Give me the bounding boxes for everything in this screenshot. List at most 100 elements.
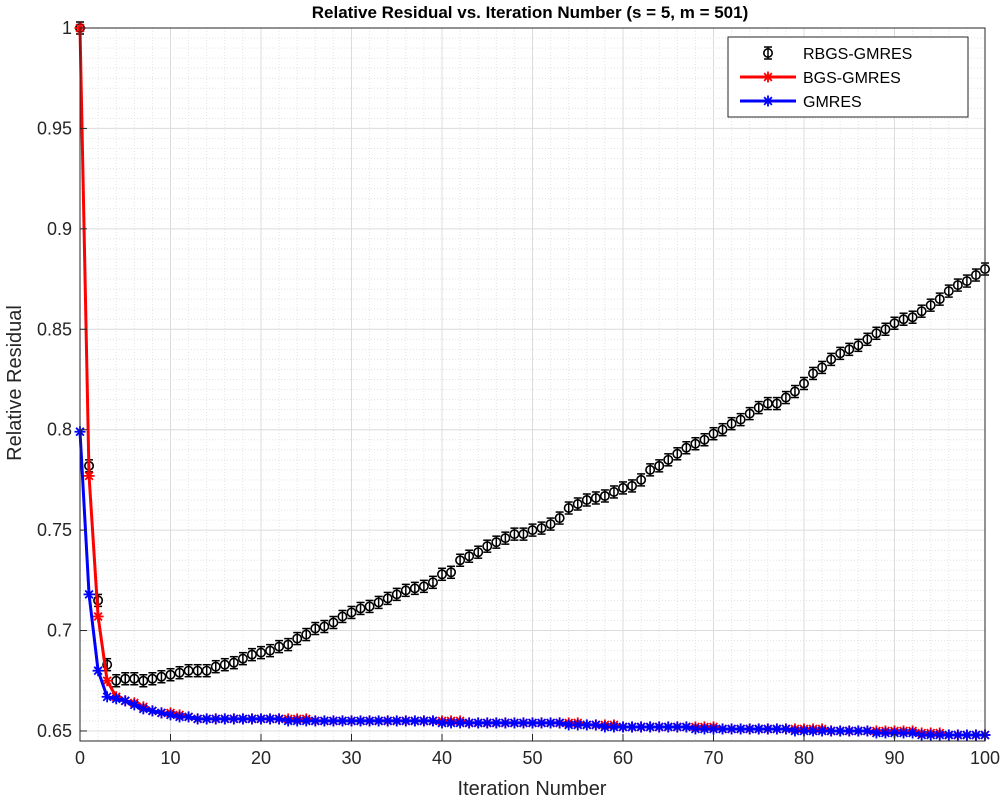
data-point-gmres: [934, 729, 946, 741]
y-tick-label: 0.75: [37, 520, 72, 540]
data-point-gmres: [137, 703, 149, 715]
legend-entry-gmres: GMRES: [740, 94, 862, 111]
data-point-gmres: [590, 719, 602, 731]
y-tick-label: 0.8: [47, 420, 72, 440]
data-point-rbgs-gmres: [835, 346, 846, 361]
legend-entry-bgs-gmres: BGS-GMRES: [740, 70, 901, 87]
data-point-gmres: [780, 723, 792, 735]
data-point-rbgs-gmres: [880, 322, 891, 337]
data-point-rbgs-gmres: [473, 545, 484, 559]
data-point-rbgs-gmres: [301, 627, 312, 642]
chart-title: Relative Residual vs. Iteration Number (…: [312, 3, 749, 22]
y-tick-label: 0.9: [47, 219, 72, 239]
data-point-gmres: [282, 715, 294, 727]
data-point-rbgs-gmres: [418, 579, 429, 594]
y-tick-label: 1: [62, 18, 72, 38]
data-point-gmres: [907, 727, 919, 739]
data-point-rbgs-gmres: [590, 491, 601, 505]
data-point-gmres: [128, 699, 140, 711]
data-point-rbgs-gmres: [436, 567, 447, 582]
data-point-rbgs-gmres: [328, 615, 339, 630]
data-point-rbgs-gmres: [789, 384, 800, 399]
data-point-gmres: [635, 721, 647, 733]
data-point-rbgs-gmres: [681, 441, 692, 455]
legend-swatch-marker: [762, 46, 773, 60]
data-point-gmres: [119, 695, 131, 707]
data-point-rbgs-gmres: [292, 631, 303, 646]
data-point-gmres: [92, 665, 104, 677]
data-point-gmres: [219, 713, 231, 725]
data-point-rbgs-gmres: [889, 316, 900, 330]
data-point-rbgs-gmres: [228, 655, 239, 670]
data-point-gmres: [155, 707, 167, 719]
data-point-bgs-gmres: [83, 470, 95, 482]
data-point-rbgs-gmres: [391, 587, 402, 602]
data-point-rbgs-gmres: [409, 581, 420, 596]
data-point-rbgs-gmres: [382, 591, 393, 606]
x-tick-label: 40: [432, 748, 452, 768]
data-point-gmres: [861, 725, 873, 737]
data-point-gmres: [300, 715, 312, 727]
data-point-rbgs-gmres: [156, 669, 167, 684]
data-point-rbgs-gmres: [925, 298, 936, 312]
data-point-rbgs-gmres: [237, 651, 248, 666]
data-point-rbgs-gmres: [672, 447, 683, 461]
data-point-gmres: [355, 715, 367, 727]
y-tick-label: 0.95: [37, 118, 72, 138]
data-point-rbgs-gmres: [617, 481, 628, 495]
data-point-rbgs-gmres: [491, 535, 502, 549]
y-tick-label: 0.65: [37, 721, 72, 741]
data-point-rbgs-gmres: [753, 400, 764, 415]
data-point-rbgs-gmres: [545, 517, 556, 531]
data-point-gmres: [183, 711, 195, 723]
data-point-gmres: [572, 719, 584, 731]
data-point-gmres: [101, 691, 113, 703]
data-point-rbgs-gmres: [554, 511, 565, 525]
data-point-rbgs-gmres: [871, 326, 882, 341]
data-point-rbgs-gmres: [862, 332, 873, 347]
data-point-gmres: [753, 723, 765, 735]
data-point-rbgs-gmres: [446, 565, 457, 580]
data-point-gmres: [581, 719, 593, 731]
data-point-rbgs-gmres: [771, 396, 782, 411]
data-point-gmres: [83, 588, 95, 600]
data-point-rbgs-gmres: [943, 284, 954, 298]
data-point-rbgs-gmres: [527, 523, 538, 537]
data-point-rbgs-gmres: [627, 479, 638, 493]
legend: RBGS-GMRES BGS-GMRES GMRES: [727, 36, 969, 118]
data-point-rbgs-gmres: [518, 527, 529, 541]
data-point-rbgs-gmres: [455, 553, 466, 567]
data-point-rbgs-gmres: [844, 342, 855, 357]
data-point-gmres: [626, 721, 638, 733]
data-point-gmres: [599, 721, 611, 733]
series-layer: [74, 21, 991, 741]
data-point-rbgs-gmres: [717, 422, 728, 437]
data-point-rbgs-gmres: [246, 647, 257, 662]
data-point-rbgs-gmres: [916, 304, 927, 318]
data-point-rbgs-gmres: [798, 376, 809, 391]
data-point-gmres: [165, 709, 176, 721]
data-point-rbgs-gmres: [708, 426, 719, 441]
data-point-rbgs-gmres: [165, 667, 176, 682]
data-point-rbgs-gmres: [265, 643, 276, 658]
data-point-rbgs-gmres: [581, 493, 592, 507]
data-point-rbgs-gmres: [319, 619, 330, 634]
data-point-rbgs-gmres: [952, 278, 963, 292]
data-point-rbgs-gmres: [663, 453, 674, 467]
data-point-gmres: [680, 721, 692, 733]
data-point-rbgs-gmres: [699, 432, 710, 447]
data-point-rbgs-gmres: [464, 549, 475, 563]
data-point-rbgs-gmres: [364, 599, 375, 614]
data-point-gmres: [110, 693, 122, 705]
data-point-rbgs-gmres: [219, 657, 230, 672]
data-point-rbgs-gmres: [201, 663, 212, 678]
data-point-rbgs-gmres: [400, 583, 411, 598]
x-axis-ticks: 0 10 20 30 40 50 60 70 80 90 100: [75, 734, 1000, 768]
data-point-rbgs-gmres: [817, 360, 828, 375]
data-point-gmres: [273, 713, 285, 725]
data-point-rbgs-gmres: [826, 352, 837, 367]
data-point-rbgs-gmres: [283, 637, 294, 652]
x-tick-label: 100: [970, 748, 1000, 768]
data-point-rbgs-gmres: [572, 497, 583, 511]
y-tick-label: 0.85: [37, 319, 72, 339]
